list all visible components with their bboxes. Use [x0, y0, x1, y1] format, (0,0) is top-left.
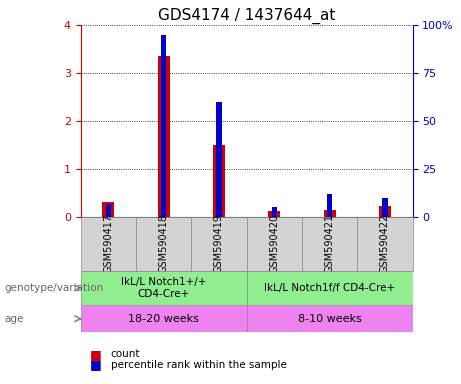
- Bar: [382, 198, 388, 217]
- Bar: [81, 305, 247, 332]
- Bar: [106, 204, 111, 217]
- Bar: [161, 35, 166, 217]
- Text: IkL/L Notch1+/+
CD4-Cre+: IkL/L Notch1+/+ CD4-Cre+: [121, 277, 207, 299]
- Bar: [302, 217, 357, 271]
- Bar: [81, 271, 247, 305]
- Bar: [247, 305, 413, 332]
- Text: GSM590421: GSM590421: [325, 214, 335, 273]
- Text: GSM590417: GSM590417: [103, 214, 113, 273]
- Text: GSM590422: GSM590422: [380, 214, 390, 273]
- Bar: [379, 207, 391, 217]
- Text: genotype/variation: genotype/variation: [5, 283, 104, 293]
- Text: count: count: [111, 349, 140, 359]
- Bar: [158, 56, 170, 217]
- Bar: [191, 217, 247, 271]
- Text: ■: ■: [90, 348, 101, 361]
- Bar: [81, 217, 136, 271]
- Bar: [247, 271, 413, 305]
- Text: percentile rank within the sample: percentile rank within the sample: [111, 360, 287, 370]
- Bar: [268, 211, 280, 217]
- Text: 8-10 weeks: 8-10 weeks: [298, 314, 361, 324]
- Bar: [247, 217, 302, 271]
- Bar: [272, 207, 277, 217]
- Text: GSM590419: GSM590419: [214, 214, 224, 273]
- Text: ■: ■: [90, 358, 101, 371]
- Bar: [136, 217, 191, 271]
- Bar: [213, 145, 225, 217]
- Text: GSM590418: GSM590418: [159, 214, 169, 273]
- Bar: [102, 202, 114, 217]
- Bar: [324, 210, 336, 217]
- Title: GDS4174 / 1437644_at: GDS4174 / 1437644_at: [158, 7, 335, 23]
- Text: age: age: [5, 314, 24, 324]
- Bar: [327, 194, 332, 217]
- Bar: [357, 217, 413, 271]
- Text: IkL/L Notch1f/f CD4-Cre+: IkL/L Notch1f/f CD4-Cre+: [264, 283, 395, 293]
- Bar: [216, 102, 222, 217]
- Text: 18-20 weeks: 18-20 weeks: [128, 314, 199, 324]
- Text: GSM590420: GSM590420: [269, 214, 279, 273]
